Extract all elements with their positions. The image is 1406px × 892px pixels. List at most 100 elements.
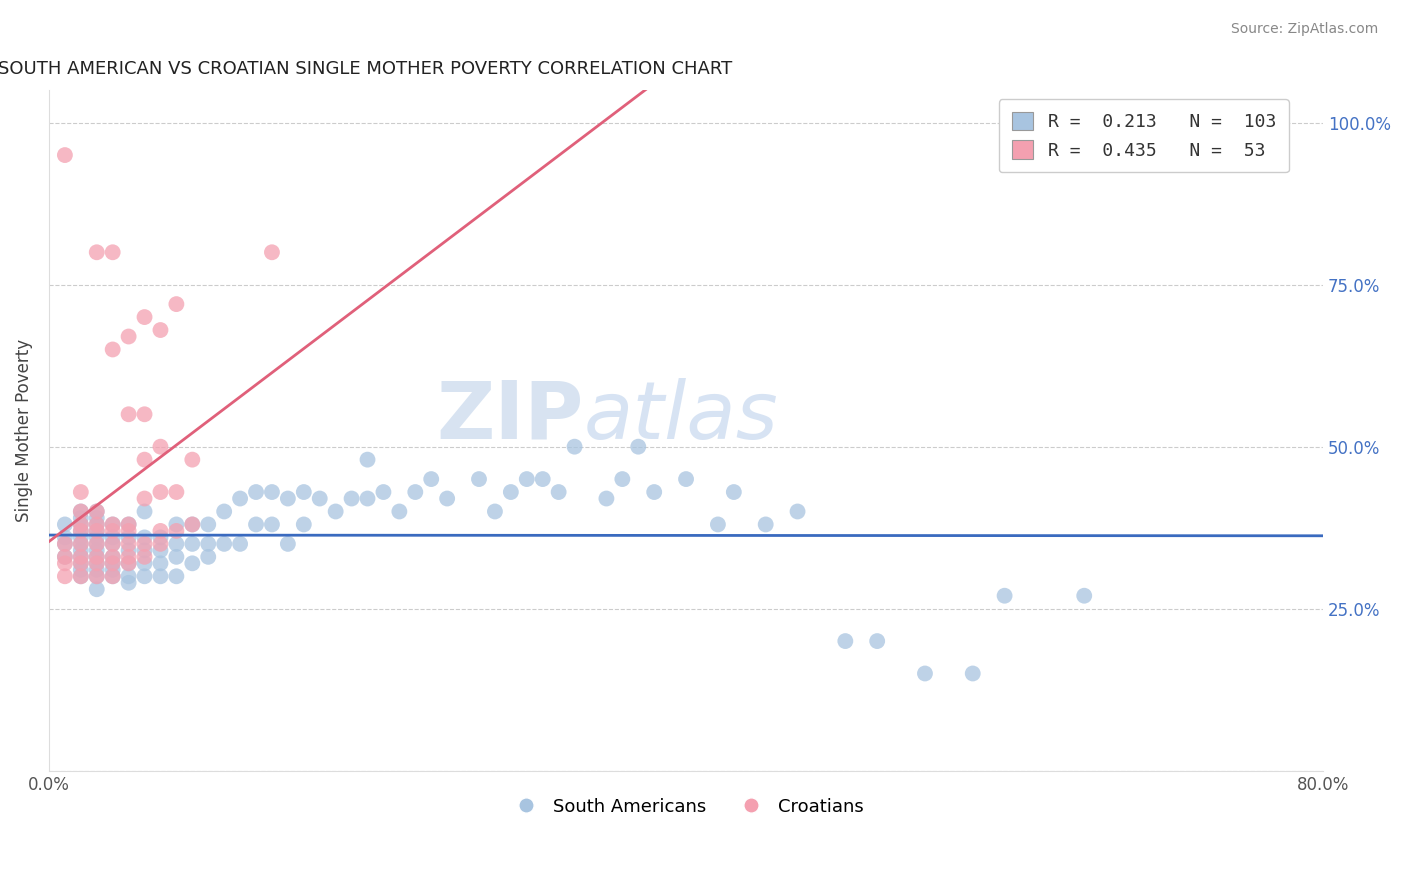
Point — [134, 569, 156, 583]
Y-axis label: Single Mother Poverty: Single Mother Poverty — [15, 339, 32, 522]
Point — [69, 511, 91, 525]
Point — [134, 543, 156, 558]
Point — [277, 491, 299, 506]
Point — [165, 569, 187, 583]
Point — [866, 634, 889, 648]
Point — [627, 440, 650, 454]
Point — [101, 569, 124, 583]
Point — [69, 485, 91, 500]
Point — [149, 485, 172, 500]
Point — [245, 485, 267, 500]
Point — [134, 452, 156, 467]
Point — [292, 485, 315, 500]
Point — [181, 517, 204, 532]
Point — [277, 537, 299, 551]
Point — [101, 557, 124, 571]
Point — [117, 549, 139, 564]
Point — [260, 245, 283, 260]
Point — [53, 530, 76, 544]
Point — [707, 517, 730, 532]
Point — [149, 543, 172, 558]
Point — [86, 543, 108, 558]
Point — [373, 485, 395, 500]
Point — [149, 530, 172, 544]
Point — [292, 517, 315, 532]
Point — [86, 557, 108, 571]
Point — [86, 517, 108, 532]
Point — [86, 557, 108, 571]
Point — [53, 549, 76, 564]
Point — [69, 504, 91, 518]
Point — [69, 557, 91, 571]
Point — [165, 517, 187, 532]
Point — [134, 504, 156, 518]
Point — [181, 557, 204, 571]
Point — [117, 537, 139, 551]
Point — [420, 472, 443, 486]
Point — [69, 524, 91, 538]
Point — [197, 517, 219, 532]
Point — [149, 557, 172, 571]
Point — [229, 491, 252, 506]
Point — [212, 504, 235, 518]
Point — [181, 517, 204, 532]
Point — [86, 511, 108, 525]
Point — [117, 557, 139, 571]
Point — [564, 440, 586, 454]
Point — [595, 491, 617, 506]
Point — [181, 537, 204, 551]
Point — [117, 524, 139, 538]
Point — [69, 537, 91, 551]
Point — [69, 530, 91, 544]
Point — [101, 517, 124, 532]
Point — [134, 310, 156, 324]
Point — [117, 407, 139, 421]
Point — [101, 549, 124, 564]
Point — [229, 537, 252, 551]
Point — [149, 440, 172, 454]
Point — [117, 569, 139, 583]
Point — [69, 569, 91, 583]
Point — [468, 472, 491, 486]
Point — [260, 485, 283, 500]
Point — [101, 343, 124, 357]
Point — [914, 666, 936, 681]
Point — [69, 524, 91, 538]
Point — [994, 589, 1017, 603]
Point — [117, 517, 139, 532]
Point — [117, 575, 139, 590]
Point — [340, 491, 363, 506]
Point — [484, 504, 506, 518]
Point — [165, 537, 187, 551]
Point — [134, 537, 156, 551]
Point — [962, 666, 984, 681]
Point — [101, 524, 124, 538]
Point — [53, 148, 76, 162]
Point — [117, 543, 139, 558]
Point — [197, 537, 219, 551]
Point — [69, 549, 91, 564]
Point — [786, 504, 808, 518]
Point — [612, 472, 634, 486]
Point — [436, 491, 458, 506]
Point — [86, 582, 108, 597]
Point — [86, 569, 108, 583]
Point — [86, 517, 108, 532]
Point — [101, 537, 124, 551]
Point — [86, 563, 108, 577]
Point — [101, 549, 124, 564]
Point — [197, 549, 219, 564]
Point — [86, 569, 108, 583]
Point — [53, 537, 76, 551]
Point — [86, 504, 108, 518]
Point — [86, 537, 108, 551]
Point — [101, 245, 124, 260]
Point — [86, 504, 108, 518]
Point — [101, 557, 124, 571]
Point — [165, 524, 187, 538]
Point — [325, 504, 347, 518]
Point — [53, 517, 76, 532]
Point — [134, 491, 156, 506]
Point — [101, 517, 124, 532]
Point — [86, 524, 108, 538]
